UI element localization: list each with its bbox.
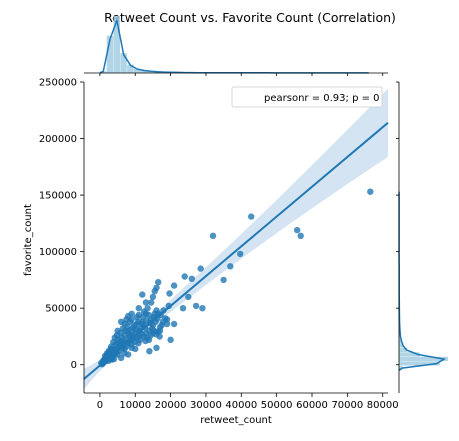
legend-text: pearsonr = 0.93; p = 0 (264, 93, 380, 104)
scatter-point (193, 303, 199, 309)
scatter-point (125, 313, 131, 319)
scatter-point (143, 299, 149, 305)
scatter-point (157, 328, 163, 334)
chart-title: Retweet Count vs. Favorite Count (Correl… (104, 10, 396, 25)
scatter-point (153, 345, 159, 351)
y-axis-title: favorite_count (23, 204, 34, 276)
scatter-point (150, 294, 156, 300)
x-tick-label: 80000 (367, 400, 399, 411)
scatter-point (227, 263, 233, 269)
scatter-point (171, 321, 177, 327)
scatter-point (108, 347, 114, 353)
scatter-point (171, 282, 177, 288)
scatter-point (139, 291, 145, 297)
scatter-point (136, 305, 142, 311)
right-kde-curve (399, 192, 444, 371)
y-tick-label: 0 (71, 360, 77, 371)
scatter-point (156, 333, 162, 339)
x-tick-label: 20000 (155, 400, 187, 411)
joint-plot-area (84, 88, 388, 389)
right-marginal (396, 82, 448, 393)
x-tick-label: 60000 (296, 400, 328, 411)
scatter-point (164, 321, 170, 327)
scatter-point (155, 279, 161, 285)
y-tick-label: 50000 (45, 304, 77, 315)
scatter-point (152, 288, 158, 294)
top-marginal (84, 16, 388, 76)
x-tick-label: 10000 (119, 400, 151, 411)
y-tick-label: 150000 (39, 191, 77, 202)
scatter-point (298, 233, 304, 239)
scatter-point (159, 322, 165, 328)
scatter-point (113, 341, 119, 347)
scatter-point (367, 189, 373, 195)
x-tick-label: 40000 (225, 400, 257, 411)
scatter-point (189, 276, 195, 282)
scatter-point (182, 273, 188, 279)
regression-line-layer (84, 123, 388, 379)
x-axis-title: retweet_count (200, 415, 272, 426)
regression-line (84, 123, 388, 379)
scatter-point (210, 233, 216, 239)
scatter-point (167, 337, 173, 343)
top-kde-curve (100, 21, 369, 73)
scatter-point (146, 348, 152, 354)
y-tick-label: 250000 (39, 78, 77, 89)
scatter-point (220, 277, 226, 283)
scatter-point (294, 227, 300, 233)
scatter-point (185, 294, 191, 300)
x-tick-label: 30000 (190, 400, 222, 411)
y-axis: 0 50000 100000 150000 200000 250000 (39, 78, 84, 394)
x-tick-label: 70000 (331, 400, 363, 411)
legend: pearsonr = 0.93; p = 0 (232, 87, 382, 107)
scatter-point (166, 290, 172, 296)
scatter-point (237, 251, 243, 257)
scatter-point (198, 265, 204, 271)
top-hist-bar (120, 53, 127, 73)
scatter-point (180, 305, 186, 311)
scatter-points (98, 189, 373, 368)
y-tick-label: 200000 (39, 134, 77, 145)
scatter-point (248, 213, 254, 219)
y-tick-label: 100000 (39, 247, 77, 258)
x-tick-label: 0 (97, 400, 103, 411)
scatter-point (199, 305, 205, 311)
scatter-point (121, 350, 127, 356)
top-hist-bar (114, 16, 121, 73)
x-tick-label: 50000 (261, 400, 293, 411)
